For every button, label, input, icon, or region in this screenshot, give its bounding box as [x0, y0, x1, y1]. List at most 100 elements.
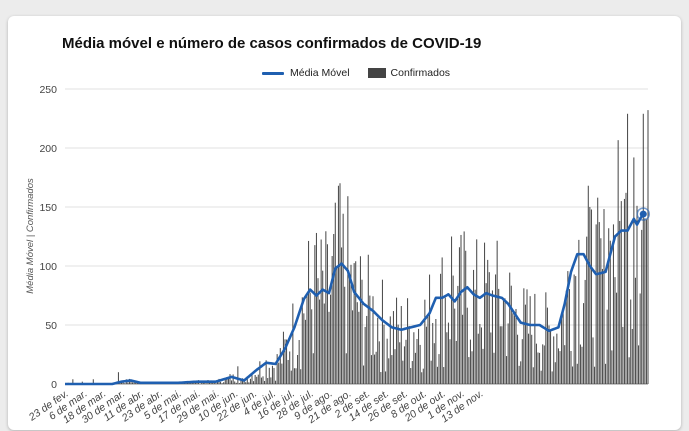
confirmados-bar [331, 256, 333, 384]
media-movel-endpoint-halo [636, 207, 651, 221]
confirmados-bar [391, 355, 393, 384]
media-movel-line [65, 213, 645, 386]
confirmados-bar [408, 326, 410, 384]
y-tick-label: 50 [45, 320, 57, 332]
confirmados-bar [339, 183, 341, 384]
confirmados-bar [400, 306, 402, 384]
confirmados-bar [326, 244, 328, 384]
confirmados-bar [204, 382, 206, 384]
confirmados-bar [262, 376, 264, 384]
confirmados-bar [462, 314, 464, 384]
confirmados-bar [303, 313, 305, 384]
confirmados-bar [220, 381, 222, 384]
confirmados-bar [350, 264, 352, 384]
confirmados-bar [117, 372, 119, 384]
confirmados-bar [430, 360, 432, 384]
confirmados-bar [485, 283, 487, 384]
confirmados-bar [609, 240, 611, 384]
confirmados-bar [369, 295, 371, 384]
confirmados-bar [215, 383, 217, 384]
confirmados-bar [336, 267, 338, 384]
confirmados-bar [246, 378, 248, 384]
confirmados-bar [466, 307, 468, 384]
confirmados-bar [279, 348, 281, 384]
y-tick-label: 250 [39, 84, 57, 96]
confirmados-bar [433, 343, 435, 384]
confirmados-bar [251, 374, 253, 384]
confirmados-bar [413, 332, 415, 384]
confirmados-bar [377, 317, 379, 384]
confirmados-bar [271, 365, 273, 384]
legend-bar-label: Confirmados [390, 67, 451, 79]
confirmados-bar [238, 383, 240, 384]
confirmados-bar [491, 290, 493, 384]
confirmados-bar [642, 113, 644, 384]
confirmados-bar [345, 353, 347, 384]
confirmados-bar [595, 224, 597, 384]
confirmados-bar [581, 346, 583, 384]
confirmados-bar [235, 382, 237, 384]
confirmados-bar [592, 337, 594, 384]
confirmados-bar [509, 272, 511, 384]
confirmados-bar [526, 289, 528, 384]
confirmados-bar [333, 234, 335, 384]
confirmados-bar [579, 344, 581, 384]
confirmados-bar [504, 298, 506, 384]
confirmados-bar [419, 344, 421, 384]
confirmados-bar [227, 376, 229, 384]
confirmados-bar [260, 377, 262, 384]
confirmados-bar [561, 318, 563, 384]
confirmados-bar [518, 365, 520, 384]
confirmados-bar [352, 310, 354, 384]
confirmados-bar [477, 333, 479, 384]
confirmados-bar [457, 285, 459, 384]
confirmados-bar [312, 353, 314, 384]
confirmados-bar [275, 380, 277, 384]
confirmados-bar [407, 298, 409, 384]
confirmados-bar [281, 363, 283, 384]
confirmados-bar [337, 185, 339, 384]
confirmados-bar [366, 315, 368, 384]
confirmados-bar [488, 272, 490, 384]
confirmados-bar [594, 366, 596, 384]
confirmados-bar [469, 339, 471, 384]
confirmados-bar [278, 362, 280, 384]
confirmados-bar [359, 256, 361, 384]
confirmados-bar [597, 197, 599, 384]
confirmados-bar [411, 361, 413, 384]
confirmados-bar [121, 382, 123, 384]
confirmados-bar [229, 374, 231, 384]
confirmados-bar [127, 382, 129, 384]
confirmados-bar [564, 345, 566, 384]
confirmados-bar [213, 381, 215, 384]
confirmados-bar [223, 382, 225, 384]
confirmados-bar [319, 299, 321, 384]
confirmados-bar [631, 328, 633, 384]
confirmados-bar [341, 247, 343, 384]
confirmados-bar [297, 355, 299, 384]
confirmados-bar [323, 303, 325, 384]
confirmados-bar [542, 344, 544, 384]
confirmados-bar [576, 363, 578, 384]
confirmados-bar [620, 201, 622, 384]
confirmados-bar [196, 382, 198, 384]
confirmados-bar [264, 380, 266, 384]
confirmados-bar [535, 343, 537, 384]
y-axis-label: Média Móvel | Confirmados [25, 178, 36, 294]
confirmados-bar [231, 380, 233, 384]
confirmados-bar [502, 298, 504, 384]
confirmados-bar [405, 339, 407, 384]
confirmados-bar [600, 238, 602, 384]
confirmados-bar [451, 236, 453, 384]
confirmados-bar [619, 220, 621, 384]
confirmados-bar [389, 316, 391, 384]
confirmados-bar [356, 302, 358, 384]
confirmados-bar [458, 247, 460, 384]
confirmados-bar [256, 376, 258, 384]
confirmados-bar [572, 366, 574, 384]
confirmados-bar [479, 323, 481, 384]
chart-legend: Média Móvel Confirmados [262, 67, 450, 79]
confirmados-bar [480, 327, 482, 384]
confirmados-bar [380, 372, 382, 384]
